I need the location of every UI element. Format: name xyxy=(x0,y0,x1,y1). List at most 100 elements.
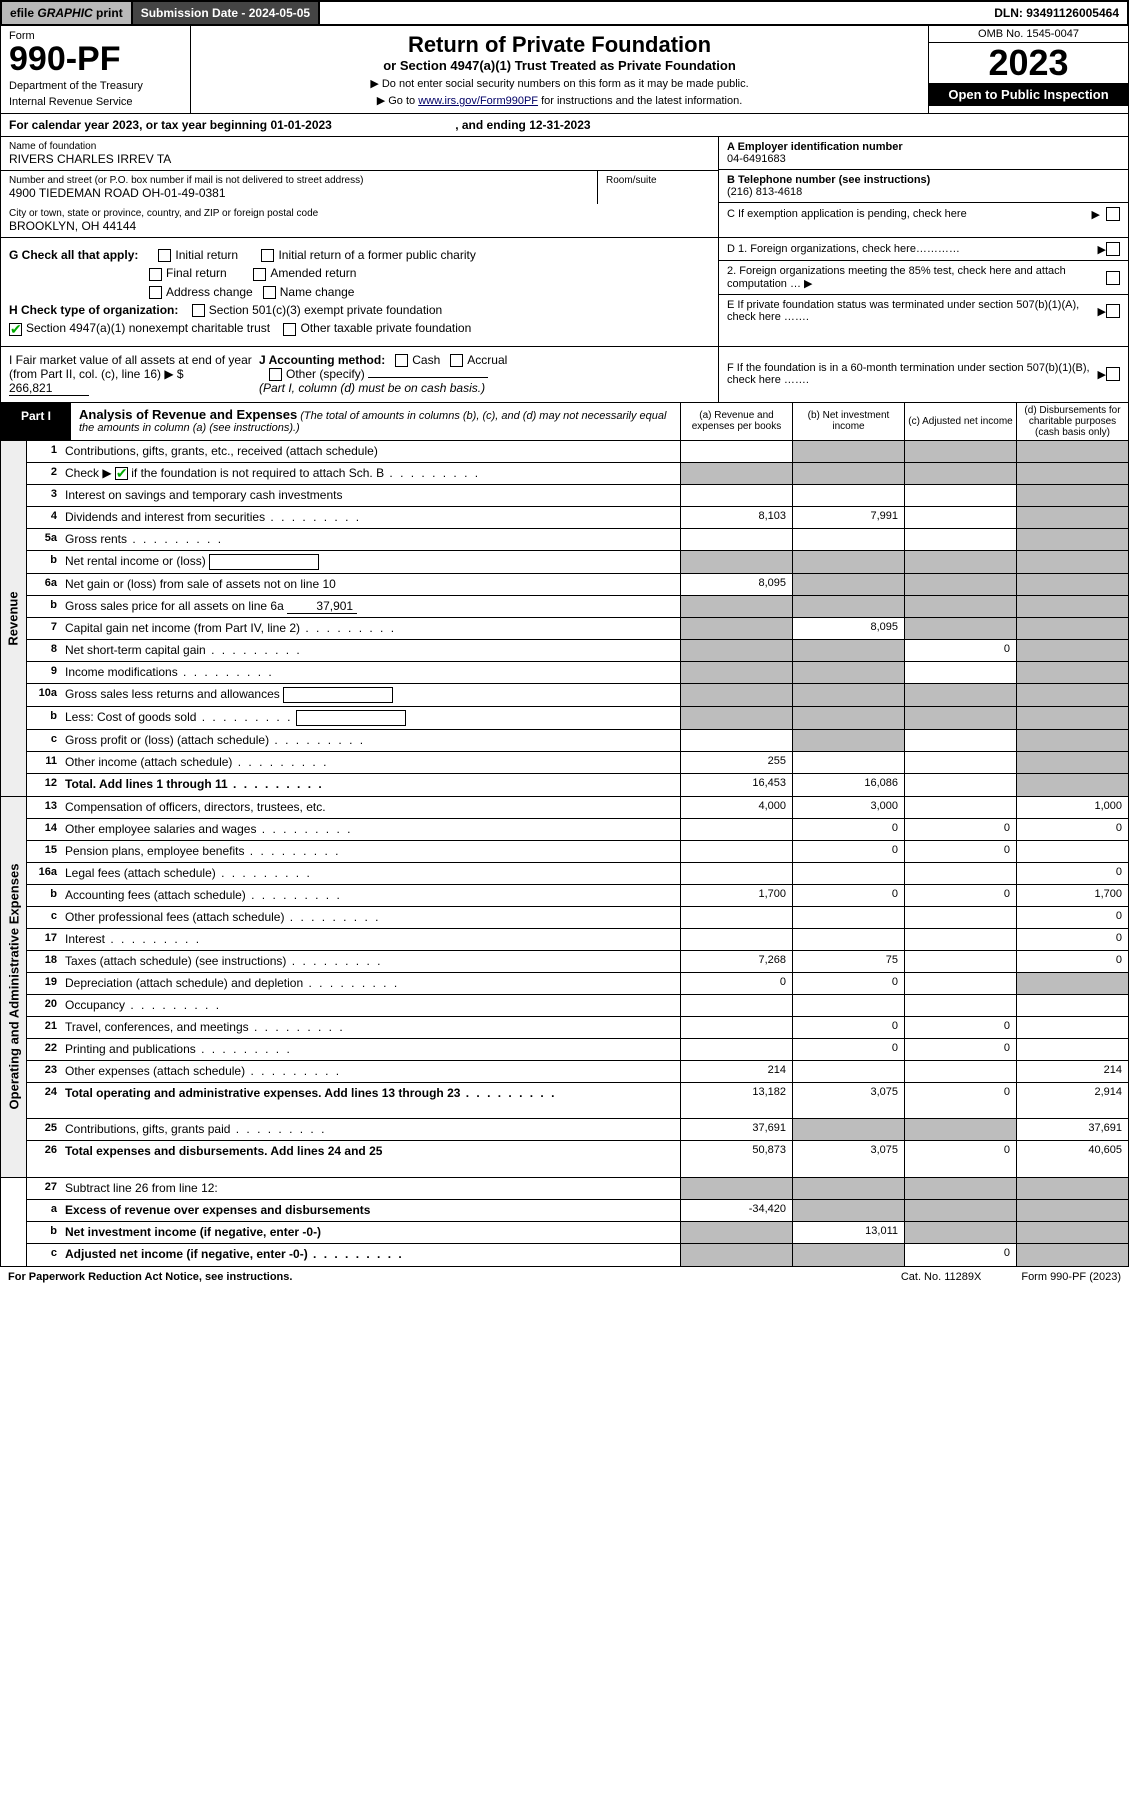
arrow-icon: ▶ xyxy=(1098,305,1106,318)
checkbox-accrual[interactable] xyxy=(450,354,463,367)
checkbox-other-taxable[interactable] xyxy=(283,323,296,336)
cat-no: Cat. No. 11289X xyxy=(901,1271,982,1283)
i-j-block: I Fair market value of all assets at end… xyxy=(0,347,1129,403)
table-row: 12Total. Add lines 1 through 1116,45316,… xyxy=(27,774,1128,796)
table-row: 6aNet gain or (loss) from sale of assets… xyxy=(27,574,1128,596)
calendar-year-row: For calendar year 2023, or tax year begi… xyxy=(0,114,1129,137)
header-right: OMB No. 1545-0047 2023 Open to Public In… xyxy=(928,26,1128,113)
table-row: 9Income modifications xyxy=(27,662,1128,684)
col-a-header: (a) Revenue and expenses per books xyxy=(680,403,792,440)
table-row: 27Subtract line 26 from line 12: xyxy=(27,1178,1128,1200)
form-ref: Form 990-PF (2023) xyxy=(1021,1271,1121,1283)
table-row: 22Printing and publications00 xyxy=(27,1039,1128,1061)
table-row: 24Total operating and administrative exp… xyxy=(27,1083,1128,1119)
table-row: 1Contributions, gifts, grants, etc., rec… xyxy=(27,441,1128,463)
fmv-value: 266,821 xyxy=(9,381,89,396)
dln: DLN: 93491126005464 xyxy=(986,2,1127,24)
table-row: 7Capital gain net income (from Part IV, … xyxy=(27,618,1128,640)
arrow-icon: ▶ xyxy=(1098,368,1106,381)
checkbox-other-method[interactable] xyxy=(269,368,282,381)
checkbox-address-change[interactable] xyxy=(149,286,162,299)
efile-print-button[interactable]: efile GRAPHIC print xyxy=(2,2,133,24)
table-row: 3Interest on savings and temporary cash … xyxy=(27,485,1128,507)
paperwork-notice: For Paperwork Reduction Act Notice, see … xyxy=(8,1271,292,1283)
note-link: ▶ Go to www.irs.gov/Form990PF for instru… xyxy=(197,94,922,107)
checkbox-d1[interactable] xyxy=(1106,242,1120,256)
table-row: 11Other income (attach schedule)255 xyxy=(27,752,1128,774)
arrow-icon: ▶ xyxy=(1098,243,1106,256)
checkbox-sch-b[interactable] xyxy=(115,467,128,480)
table-row: cOther professional fees (attach schedul… xyxy=(27,907,1128,929)
checkbox-501c3[interactable] xyxy=(192,304,205,317)
phone: (216) 813-4618 xyxy=(727,186,802,198)
checkbox-final-return[interactable] xyxy=(149,268,162,281)
d-e-right: D 1. Foreign organizations, check here……… xyxy=(718,238,1128,346)
part1-desc: Analysis of Revenue and Expenses (The to… xyxy=(71,403,680,440)
part1-header: Part I Analysis of Revenue and Expenses … xyxy=(0,403,1129,441)
info-right: A Employer identification number 04-6491… xyxy=(718,137,1128,237)
table-row: 26Total expenses and disbursements. Add … xyxy=(27,1141,1128,1177)
info-left: Name of foundation RIVERS CHARLES IRREV … xyxy=(1,137,718,237)
checkbox-cash[interactable] xyxy=(395,354,408,367)
irs: Internal Revenue Service xyxy=(9,96,182,108)
checkbox-initial-return[interactable] xyxy=(158,249,171,262)
table-row: 17Interest0 xyxy=(27,929,1128,951)
table-row: 21Travel, conferences, and meetings00 xyxy=(27,1017,1128,1039)
g-row: G Check all that apply: Initial return I… xyxy=(9,248,710,262)
table-row: 25Contributions, gifts, grants paid37,69… xyxy=(27,1119,1128,1141)
d1-cell: D 1. Foreign organizations, check here……… xyxy=(719,238,1128,261)
checkbox-4947a1[interactable] xyxy=(9,323,22,336)
checkbox-c[interactable] xyxy=(1106,207,1120,221)
table-row: 20Occupancy xyxy=(27,995,1128,1017)
checkbox-d2[interactable] xyxy=(1106,271,1120,285)
checkbox-amended[interactable] xyxy=(253,268,266,281)
part1-label: Part I xyxy=(1,403,71,440)
g-h-block: G Check all that apply: Initial return I… xyxy=(0,238,1129,347)
street-address: 4900 TIEDEMAN ROAD OH-01-49-0381 xyxy=(9,186,589,200)
checkbox-name-change[interactable] xyxy=(263,286,276,299)
c-exemption-cell: C If exemption application is pending, c… xyxy=(719,203,1128,225)
phone-cell: B Telephone number (see instructions) (2… xyxy=(719,170,1128,203)
table-row: aExcess of revenue over expenses and dis… xyxy=(27,1200,1128,1222)
table-row: 16aLegal fees (attach schedule)0 xyxy=(27,863,1128,885)
line27-table: 27Subtract line 26 from line 12: aExcess… xyxy=(0,1178,1129,1267)
table-row: 10aGross sales less returns and allowanc… xyxy=(27,684,1128,707)
header-left: Form 990-PF Department of the Treasury I… xyxy=(1,26,191,113)
table-row: bGross sales price for all assets on lin… xyxy=(27,596,1128,618)
open-public: Open to Public Inspection xyxy=(929,83,1128,106)
form-title: Return of Private Foundation xyxy=(197,32,922,58)
revenue-side-label: Revenue xyxy=(1,441,27,796)
expenses-table: Operating and Administrative Expenses 13… xyxy=(0,797,1129,1178)
form-subtitle: or Section 4947(a)(1) Trust Treated as P… xyxy=(197,58,922,73)
city-state-zip: BROOKLYN, OH 44144 xyxy=(9,219,710,233)
table-row: 5aGross rents xyxy=(27,529,1128,551)
page-footer: For Paperwork Reduction Act Notice, see … xyxy=(0,1267,1129,1287)
ein: 04-6491683 xyxy=(727,153,786,165)
irs-link[interactable]: www.irs.gov/Form990PF xyxy=(418,95,538,107)
arrow-icon: ▶ xyxy=(1092,208,1100,221)
table-row: cAdjusted net income (if negative, enter… xyxy=(27,1244,1128,1266)
room-suite-label: Room/suite xyxy=(606,175,710,186)
foundation-name-cell: Name of foundation RIVERS CHARLES IRREV … xyxy=(1,137,718,171)
note-ssn: ▶ Do not enter social security numbers o… xyxy=(197,77,922,90)
checkbox-f[interactable] xyxy=(1106,367,1120,381)
table-row: bNet investment income (if negative, ent… xyxy=(27,1222,1128,1244)
address-row: Number and street (or P.O. box number if… xyxy=(1,171,718,204)
tax-year: 2023 xyxy=(929,43,1128,83)
submission-date: Submission Date - 2024-05-05 xyxy=(133,2,320,24)
f-cell: F If the foundation is in a 60-month ter… xyxy=(718,347,1128,402)
table-row: 4Dividends and interest from securities8… xyxy=(27,507,1128,529)
table-row: 18Taxes (attach schedule) (see instructi… xyxy=(27,951,1128,973)
checkbox-e[interactable] xyxy=(1106,304,1120,318)
col-c-header: (c) Adjusted net income xyxy=(904,403,1016,440)
header-center: Return of Private Foundation or Section … xyxy=(191,26,928,113)
checkbox-initial-public[interactable] xyxy=(261,249,274,262)
g-h-left: G Check all that apply: Initial return I… xyxy=(1,238,718,346)
col-b-header: (b) Net investment income xyxy=(792,403,904,440)
table-row: 13Compensation of officers, directors, t… xyxy=(27,797,1128,819)
top-bar: efile GRAPHIC print Submission Date - 20… xyxy=(0,0,1129,26)
table-row: 15Pension plans, employee benefits00 xyxy=(27,841,1128,863)
table-row: 19Depreciation (attach schedule) and dep… xyxy=(27,973,1128,995)
d2-cell: 2. Foreign organizations meeting the 85%… xyxy=(719,261,1128,295)
table-row: bAccounting fees (attach schedule)1,7000… xyxy=(27,885,1128,907)
